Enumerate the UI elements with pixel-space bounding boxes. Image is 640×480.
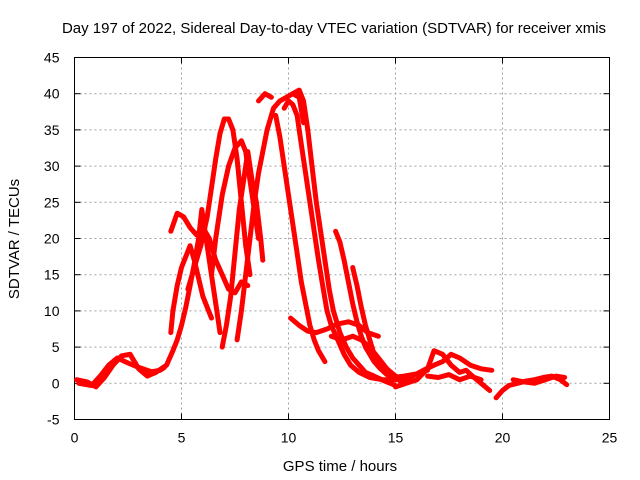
y-tick-label: 25 [44, 194, 60, 210]
series-track-19 [425, 372, 484, 383]
y-tick-label: 30 [44, 158, 60, 174]
x-tick-label: 0 [71, 430, 79, 446]
series-track-3 [168, 243, 214, 336]
x-axis-label: GPS time / hours [283, 458, 397, 475]
y-tick-label: 10 [44, 303, 60, 319]
series-track-2 [76, 355, 167, 388]
series-track-8 [234, 87, 398, 388]
series-track-16 [350, 265, 431, 380]
x-tick-label: 20 [495, 430, 511, 446]
x-tick-label: 15 [388, 430, 404, 446]
y-tick-label: 15 [44, 267, 60, 283]
y-tick-label: 40 [44, 86, 60, 102]
y-tick-label: 45 [44, 50, 60, 66]
grid [74, 57, 610, 420]
series-track-7 [209, 138, 261, 278]
series-track-18 [397, 351, 495, 384]
x-tick-label: 5 [178, 430, 186, 446]
x-tick-label: 25 [602, 430, 618, 446]
series-track-9 [256, 91, 274, 104]
series-track-10 [273, 112, 328, 365]
series-track-11 [281, 98, 409, 383]
series-group [74, 87, 570, 401]
axis-ticks: 0 5 10 15 20 25 -5 0 5 10 15 20 25 30 35 40 45 [44, 50, 618, 446]
x-tick-label: 10 [281, 430, 297, 446]
series-track-21 [510, 373, 568, 386]
y-tick-label: -5 [47, 412, 60, 428]
y-tick-label: 5 [52, 339, 60, 355]
series-track-17 [393, 348, 493, 393]
series-track-4 [168, 210, 251, 296]
chart-title: Day 197 of 2022, Sidereal Day-to-day VTE… [62, 20, 606, 37]
y-axis-label: SDTVAR / TECUs [6, 179, 23, 299]
y-tick-label: 0 [52, 375, 60, 391]
y-tick-label: 20 [44, 231, 60, 247]
series-track-20 [493, 373, 570, 401]
y-tick-label: 35 [44, 122, 60, 138]
series-track-13 [288, 315, 381, 339]
series-track-6 [219, 149, 266, 350]
series-track-12 [290, 91, 306, 126]
